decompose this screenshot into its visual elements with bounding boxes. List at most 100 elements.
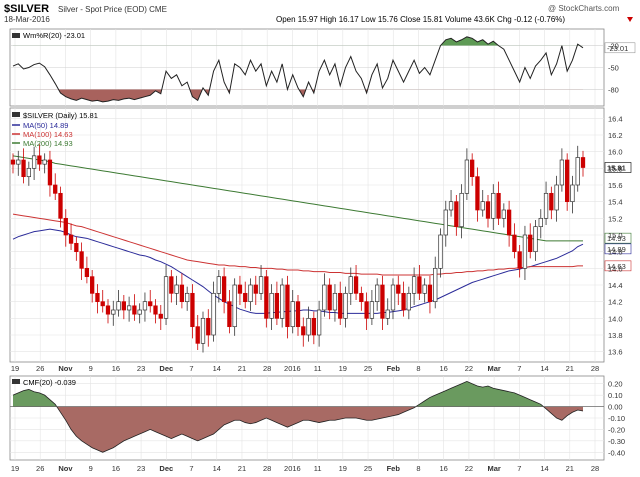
candle-down [528,234,533,253]
x-tick-label: 26 [36,364,44,373]
candle-up [332,292,338,311]
wr-line [12,36,584,103]
candle-down [195,326,200,344]
x-tick-label: 19 [339,364,347,373]
cmf-legend-text: CMF(20) -0.039 [23,378,76,387]
candle-down [338,292,343,319]
x-tick-label-bottom: 19 [11,464,19,473]
cmf-y-tick-label: -0.40 [608,448,625,457]
candle-up [126,305,132,311]
x-tick-label: 7 [517,364,521,373]
cmf-y-tick-label: -0.30 [608,437,625,446]
x-tick-label-bottom: 7 [189,464,193,473]
candle-up [554,184,559,211]
candle-up [316,309,322,336]
candle-up [137,309,142,315]
price-y-tick-label: 14.4 [608,281,623,290]
candle-down [506,209,512,236]
x-tick-label: Nov [58,364,73,373]
price-label-text: 15.81 [607,164,626,173]
price-y-tick-label: 15.4 [608,198,623,207]
cmf-line [12,380,584,453]
x-tick-label-bottom: 8 [416,464,420,473]
candle-up [163,276,169,319]
candle-up [258,276,264,294]
candle-down [58,192,63,219]
wr-last-value-label: -23.01 [607,44,628,53]
candle-down [417,276,422,294]
x-tick-label-bottom: 25 [364,464,372,473]
ma50-legend-text: MA(50) 14.89 [23,121,68,130]
candle-up [42,159,47,165]
wr-legend-swatch [12,33,20,38]
quote-summary: Open 15.97 High 16.17 Low 15.76 Close 15… [276,15,565,24]
wr-oversold-fill [13,89,583,102]
x-tick-label-bottom: 28 [591,464,599,473]
x-tick-label: Mar [487,364,500,373]
chart-date: 18-Mar-2016 [4,15,50,24]
wr-y-tick-label: -20 [608,42,619,51]
price-y-tick-label: 16.2 [608,131,623,140]
candle-up [16,159,21,165]
candle-down [74,242,79,253]
candle-up [575,157,580,186]
chart-header: $SILVER Silver - Spot Price (EOD) CME 18… [4,3,633,24]
candle-down [549,192,554,211]
price-label-box [604,232,632,244]
x-tick-label: 14 [540,364,548,373]
candle-down [63,217,68,236]
x-tick-label: 28 [591,364,599,373]
x-tick-label: 25 [364,364,372,373]
x-tick-label: 16 [440,364,448,373]
candle-down [79,251,84,269]
x-tick-label: Dec [159,364,173,373]
price-y-tick-label: 13.6 [608,348,623,357]
candle-down [37,155,42,165]
candle-down [517,251,522,269]
candle-down [190,292,195,328]
x-tick-label: 21 [566,364,574,373]
price-label-box [604,260,632,272]
candle-down [470,159,475,178]
cmf-y-tick-label: 0.10 [608,391,623,400]
candle-up [290,301,295,328]
x-tick-label-bottom: Feb [387,464,401,473]
price-y-tick-label: 13.8 [608,331,623,340]
candle-up [174,284,179,294]
price-legend: $SILVER (Daily) 15.81 MA(50) 14.89 MA(10… [12,111,98,148]
candle-down [301,326,306,336]
candle-up [306,317,311,336]
candle-down [565,159,570,203]
candle-down [148,301,153,307]
candle-up [448,201,454,211]
wr-y-tick-label: -50 [608,64,619,73]
candle-up [422,284,427,294]
candle-up [385,309,390,319]
candle-up [522,234,528,269]
x-tick-label-bottom: 14 [213,464,221,473]
x-tick-label-bottom: 19 [339,464,347,473]
cmf-negative-area [13,406,583,453]
x-tick-label-bottom: 28 [263,464,271,473]
candle-down [237,284,243,294]
candle-up [491,192,496,219]
x-tick-label-bottom: 7 [517,464,521,473]
candle-down [227,301,232,328]
price-label-box [604,243,632,255]
candle-down [285,284,290,328]
x-tick-label: 16 [112,364,120,373]
candle-down [353,276,359,294]
candle-up [375,284,380,303]
candle-down [295,301,301,328]
candle-down [496,192,501,219]
x-tick-label-bottom: 9 [89,464,93,473]
candle-up [248,284,253,303]
candle-up [269,292,274,319]
candle-down [243,292,248,303]
price-label-text: 14.63 [607,262,626,271]
x-tick-label-bottom: 21 [566,464,574,473]
candle-down [95,292,100,303]
candle-down [396,284,401,294]
price-y-tick-label: 14.6 [608,264,623,273]
x-tick-label: 23 [137,364,145,373]
